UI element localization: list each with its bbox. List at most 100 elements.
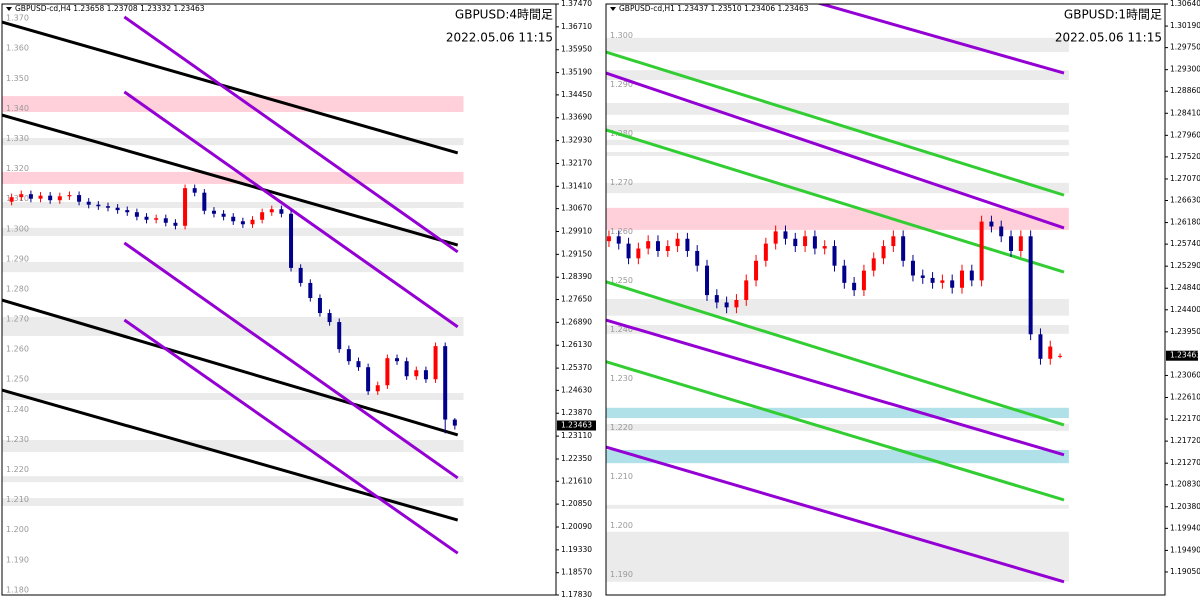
title-arrow — [6, 7, 12, 11]
level-label: 1.300 — [6, 224, 29, 233]
y-tick-label: 1.19490 — [1170, 545, 1200, 554]
level-label: 1.200 — [610, 521, 633, 530]
candle-body — [404, 361, 409, 377]
trend-line — [2, 20, 459, 155]
trend-line — [816, 4, 1065, 75]
plot-frame — [605, 3, 1166, 596]
level-label: 1.180 — [6, 585, 29, 594]
candle-body — [920, 275, 925, 278]
level-label: 1.290 — [6, 254, 29, 263]
y-tick-label: 1.25740 — [1170, 239, 1200, 248]
y-tick-label: 1.28860 — [1170, 86, 1200, 95]
y-tick-label: 1.20830 — [1170, 480, 1200, 489]
zone — [606, 407, 1069, 419]
zone — [606, 531, 1069, 582]
candle-body — [1009, 236, 1014, 251]
chart-title: GBPUSD-cd,H1 1.23437 1.23510 1.23406 1.2… — [619, 4, 809, 13]
candle-body — [675, 238, 680, 247]
y-tick-label: 1.26130 — [561, 340, 592, 349]
price-label: 1.23463 — [1170, 351, 1200, 360]
candle-body — [346, 349, 351, 362]
y-tick-label: 1.30670 — [561, 204, 592, 213]
candle-body — [881, 246, 886, 259]
y-tick-label: 1.23060 — [1170, 370, 1200, 379]
candle-body — [636, 248, 641, 259]
y-tick-label: 1.34450 — [561, 90, 592, 99]
candle-body — [144, 216, 149, 220]
candle-body — [1038, 334, 1043, 359]
trend-line — [606, 128, 1065, 274]
zone — [2, 261, 464, 273]
y-tick-label: 1.23110 — [561, 431, 592, 440]
zone — [606, 70, 1069, 80]
candle-body — [832, 246, 837, 266]
candle-body — [969, 270, 974, 281]
annotation: 2022.05.06 11:15 — [446, 31, 553, 45]
zone — [2, 498, 464, 506]
candle-body — [871, 258, 876, 271]
level-label: 1.350 — [6, 74, 29, 83]
candle-body — [77, 195, 82, 202]
candle-body — [665, 246, 670, 251]
y-tick-label: 1.27960 — [1170, 130, 1200, 139]
candle-body — [231, 216, 236, 222]
level-label: 1.210 — [610, 472, 633, 481]
candle-body — [1018, 236, 1023, 251]
candle-body — [930, 277, 935, 283]
plot-area: 1.370 1.360 1.350 1.340 1.330 1.320 1.310 1.300… — [2, 14, 464, 594]
candle-body — [202, 192, 207, 211]
candle-body — [1028, 236, 1033, 335]
y-tick-label: 1.31410 — [561, 181, 592, 190]
zone — [606, 324, 1069, 334]
candle-body — [19, 194, 24, 198]
candle-body — [822, 246, 827, 249]
level-label: 1.260 — [610, 227, 633, 236]
y-tick-label: 1.33690 — [561, 113, 592, 122]
y-tick-label: 1.24840 — [1170, 283, 1200, 292]
candle-body — [773, 231, 778, 244]
candle-body — [134, 212, 139, 217]
level-label: 1.210 — [6, 495, 29, 504]
candle-body — [260, 212, 265, 220]
candle-body — [356, 361, 361, 368]
candle-body — [714, 295, 719, 303]
trend-line — [606, 280, 1065, 427]
annotation: GBPUSD:1時間足 — [1064, 8, 1162, 22]
title-arrow — [610, 7, 616, 11]
y-tick-label: 1.21610 — [561, 476, 592, 485]
zone — [606, 449, 1069, 464]
y-tick-label: 1.21270 — [1170, 458, 1200, 467]
zone — [606, 207, 1069, 230]
level-label: 1.300 — [610, 31, 633, 40]
y-tick-label: 1.22610 — [1170, 393, 1200, 402]
zone — [2, 227, 464, 237]
level-label: 1.340 — [6, 104, 29, 113]
trend-line — [123, 15, 459, 254]
price-marker — [557, 420, 596, 431]
candle-body — [655, 241, 660, 251]
candle-body — [366, 367, 371, 392]
candle-body — [163, 218, 168, 223]
candle-body — [317, 297, 322, 314]
zone — [606, 151, 1069, 156]
level-label: 1.360 — [6, 44, 29, 53]
zone — [2, 202, 464, 209]
zone — [606, 37, 1069, 53]
y-tick-label: 1.25370 — [561, 363, 592, 372]
y-tick-label: 1.19940 — [1170, 523, 1200, 532]
level-label: 1.240 — [6, 405, 29, 414]
candle-body — [695, 250, 700, 266]
candle-body — [38, 195, 43, 199]
level-label: 1.280 — [6, 284, 29, 293]
y-tick-label: 1.27070 — [1170, 174, 1200, 183]
y-tick-label: 1.37470 — [561, 0, 592, 8]
level-label: 1.260 — [6, 345, 29, 354]
zone — [2, 96, 464, 113]
plot-area: 1.3001.2901.2801.2701.2601.2501.2401.230… — [606, 4, 1069, 584]
candle-body — [279, 209, 284, 214]
zone — [606, 504, 1069, 509]
candle-body — [443, 346, 448, 420]
candle-body — [192, 188, 197, 193]
